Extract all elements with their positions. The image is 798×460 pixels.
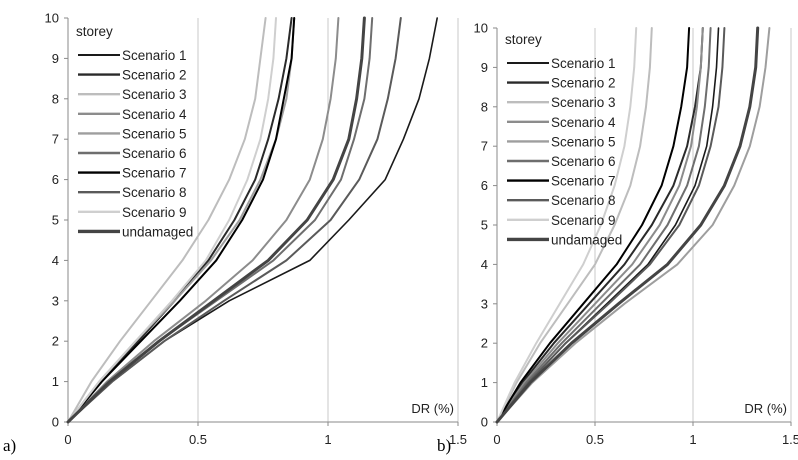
x-axis-label: DR (%) <box>411 401 454 416</box>
legend-title: storey <box>505 32 542 47</box>
series-line-scenario-8 <box>67 17 402 423</box>
y-tick-label: 10 <box>45 11 59 26</box>
x-tick-label: 0.5 <box>586 432 604 447</box>
y-tick-label: 10 <box>474 21 488 36</box>
y-tick-label: 0 <box>52 415 59 430</box>
legend-label: Scenario 3 <box>122 87 187 102</box>
series-line-scenario-8 <box>496 27 726 423</box>
legend-title: storey <box>76 24 113 39</box>
y-tick-label: 3 <box>481 296 488 311</box>
y-tick-label: 0 <box>481 415 488 430</box>
legend-label: Scenario 7 <box>551 174 616 189</box>
y-tick-label: 9 <box>52 51 59 66</box>
y-tick-label: 2 <box>481 336 488 351</box>
y-tick-label: 1 <box>52 374 59 389</box>
legend-label: Scenario 2 <box>551 76 616 91</box>
legend-label: Scenario 8 <box>551 193 616 208</box>
series-line-scenario-6 <box>496 27 712 423</box>
y-tick-label: 9 <box>481 60 488 75</box>
series-line-scenario-9 <box>496 27 638 423</box>
series-line-scenario-5 <box>496 27 771 423</box>
legend-label: Scenario 9 <box>122 205 187 220</box>
series-line-scenario-7 <box>496 27 691 423</box>
legend-label: Scenario 4 <box>551 115 616 130</box>
y-tick-label: 4 <box>52 253 59 268</box>
series-line-scenario-7 <box>67 17 296 423</box>
series-line-undamaged <box>66 16 366 424</box>
series-line-scenario-2 <box>496 27 704 423</box>
series-line-undamaged <box>495 26 760 424</box>
x-tick-label: 0.5 <box>189 432 207 447</box>
y-tick-label: 6 <box>52 172 59 187</box>
legend-label: Scenario 1 <box>122 48 187 63</box>
y-tick-label: 8 <box>52 91 59 106</box>
legend-label: undamaged <box>551 232 622 247</box>
y-tick-label: 3 <box>52 293 59 308</box>
legend-label: Scenario 9 <box>551 213 616 228</box>
x-axis-label: DR (%) <box>744 401 787 416</box>
legend-label: Scenario 5 <box>551 134 616 149</box>
y-tick-label: 5 <box>481 218 488 233</box>
series-line-scenario-9 <box>67 17 277 423</box>
legend-label: Scenario 2 <box>122 68 187 83</box>
panel-label-a: a) <box>3 436 16 455</box>
y-tick-label: 1 <box>481 375 488 390</box>
legend-label: Scenario 6 <box>122 146 187 161</box>
chart-panel-a: 0 1 2 3 4 5 6 7 8 9 10 0 0.5 1 1.5 DR (%) storey Scenario… <box>45 11 468 448</box>
x-tick-label: 1.5 <box>449 432 467 447</box>
series-line-scenario-3 <box>67 17 267 423</box>
legend-label: Scenario 4 <box>122 107 187 122</box>
legend-label: Scenario 1 <box>551 56 616 71</box>
y-tick-label: 6 <box>481 178 488 193</box>
legend-label: Scenario 5 <box>122 126 187 141</box>
x-tick-label: 0 <box>493 432 500 447</box>
series-line-scenario-3 <box>496 27 653 423</box>
x-tick-label: 0 <box>64 432 71 447</box>
y-tick-label: 8 <box>481 99 488 114</box>
x-tick-label: 1 <box>689 432 696 447</box>
x-tick-label: 1 <box>324 432 331 447</box>
legend-label: undamaged <box>122 224 193 239</box>
legend-label: Scenario 3 <box>551 95 616 110</box>
y-tick-label: 2 <box>52 334 59 349</box>
legend-label: Scenario 6 <box>551 154 616 169</box>
legend-label: Scenario 7 <box>122 166 187 181</box>
series-line-scenario-4 <box>496 27 704 423</box>
series-line-scenario-2 <box>67 17 293 423</box>
x-tick-label: 1.5 <box>782 432 798 447</box>
y-tick-label: 4 <box>481 257 488 272</box>
legend-label: Scenario 8 <box>122 185 187 200</box>
chart-panel-b: 0 1 2 3 4 5 6 7 8 9 10 0 0.5 1 1.5 DR (%) storey Scenario… <box>474 21 798 448</box>
y-tick-label: 7 <box>52 132 59 147</box>
y-tick-label: 5 <box>52 213 59 228</box>
panel-label-b: b) <box>437 436 451 455</box>
series-line-scenario-4 <box>67 17 340 423</box>
y-tick-label: 7 <box>481 139 488 154</box>
